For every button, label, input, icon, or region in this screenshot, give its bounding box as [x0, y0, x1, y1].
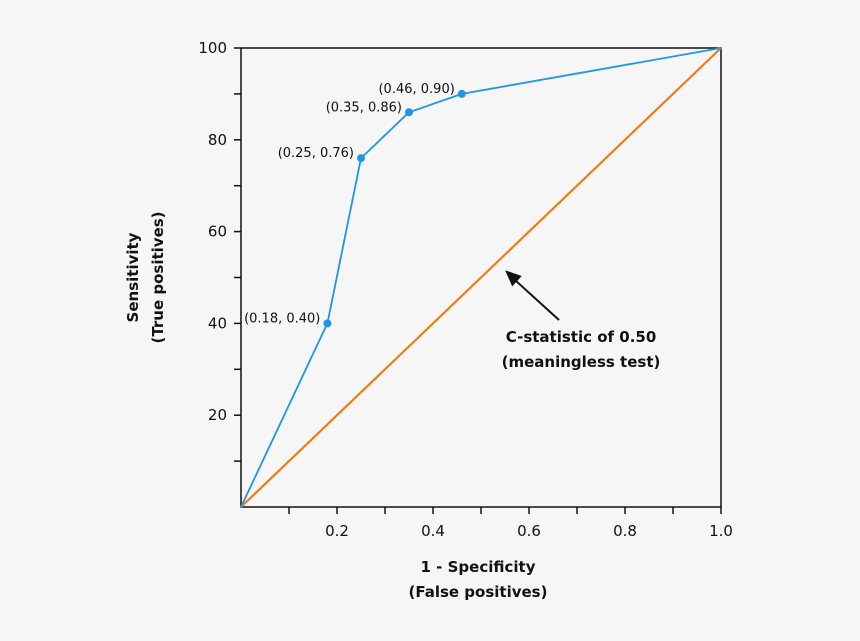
y-tick-label: 80 [208, 131, 227, 149]
x-tick-label: 0.4 [421, 522, 445, 540]
y-axis-title-line: Sensitivity [124, 232, 142, 322]
annotation-arrow-line [513, 278, 560, 321]
y-tick-label: 100 [198, 39, 227, 57]
x-axis-title-line: 1 - Specificity [421, 558, 536, 576]
roc-point [405, 108, 413, 117]
roc-point-label: (0.25, 0.76) [278, 146, 354, 161]
roc-point-label: (0.18, 0.40) [244, 311, 320, 326]
roc-point [357, 154, 365, 163]
annotation-text: C-statistic of 0.50 [506, 328, 657, 346]
roc-point-label: (0.35, 0.86) [326, 100, 402, 115]
y-axis-title-line: (True positives) [149, 211, 167, 343]
y-tick-label: 20 [208, 406, 227, 424]
x-axis-title: 1 - Specificity (False positives) [409, 558, 548, 601]
y-tick-label: 40 [208, 314, 227, 332]
roc-point-label: (0.46, 0.90) [378, 82, 454, 97]
reference-diagonal-line [240, 47, 722, 508]
annotation-text: (meaningless test) [502, 353, 661, 371]
roc-point [323, 319, 332, 328]
x-tick-label: 0.6 [517, 522, 541, 540]
annotation-arrowhead [505, 270, 522, 287]
x-tick-label: 0.2 [325, 522, 349, 540]
roc-point [457, 89, 466, 98]
y-tick-label: 60 [208, 223, 227, 241]
annotation-group: C-statistic of 0.50 (meaningless test) [502, 270, 661, 371]
x-axis-title-line: (False positives) [409, 583, 548, 601]
y-axis-title: Sensitivity (True positives) [124, 211, 167, 343]
labels-group: (0.18, 0.40) (0.25, 0.76) (0.35, 0.86) (0.4… [124, 82, 547, 601]
x-tick-label: 1.0 [709, 522, 733, 540]
x-tick-label: 0.8 [613, 522, 637, 540]
series-group [240, 47, 722, 508]
axis-ticks: 0.2 0.4 0.6 0.8 1.0 20 40 60 80 100 [198, 39, 733, 540]
roc-curve-line [240, 47, 722, 508]
